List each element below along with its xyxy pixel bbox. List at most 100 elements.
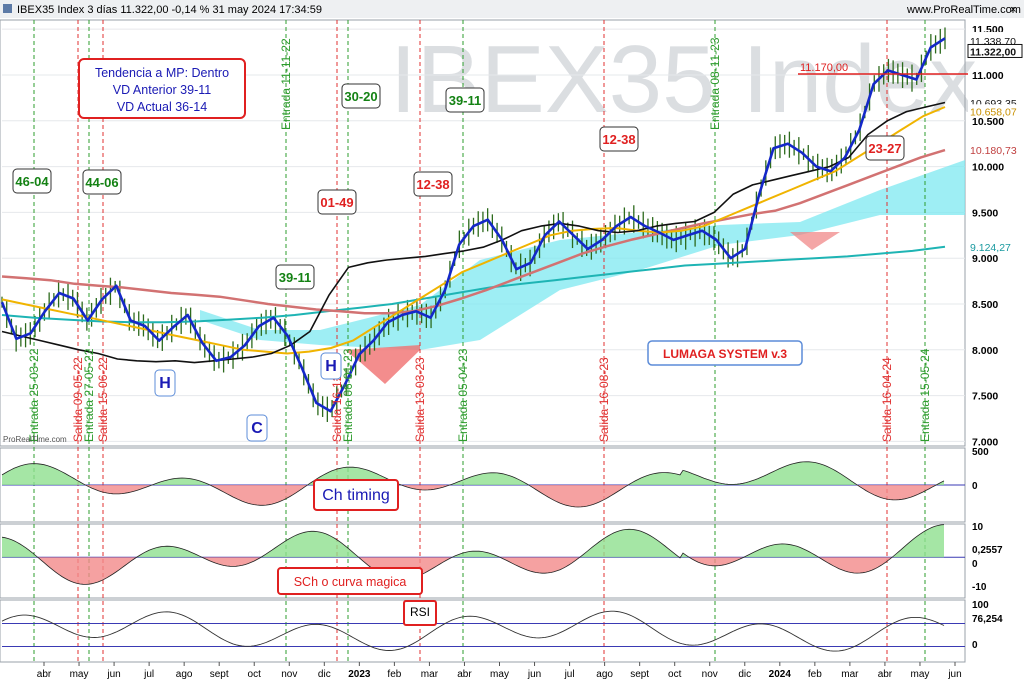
cloud-red-area	[790, 232, 840, 250]
oscillator-fill	[671, 473, 674, 485]
oscillator-fill	[41, 464, 44, 485]
oscillator-fill	[860, 557, 863, 574]
oscillator-fill	[881, 557, 884, 566]
oscillator-fill	[644, 475, 647, 485]
oscillator-fill	[533, 485, 536, 490]
oscillator-fill	[281, 485, 284, 502]
oscillator-fill	[683, 470, 686, 485]
signal-label: 12-38	[602, 132, 635, 147]
signal-label: H	[159, 375, 171, 392]
price-tick-label: 8.000	[972, 345, 998, 357]
oscillator-fill	[659, 541, 662, 558]
oscillator-fill	[23, 545, 26, 558]
oscillator-fill	[101, 485, 104, 493]
oscillator-fill	[812, 553, 815, 558]
oscillator-fill	[605, 485, 608, 500]
oscillator-fill	[758, 548, 761, 558]
oscillator-fill	[635, 529, 638, 558]
last-price-label: 10.180,73	[970, 145, 1017, 157]
oscillator-fill	[920, 532, 923, 558]
oscillator-fill	[275, 545, 278, 558]
oscillator-fill	[77, 480, 80, 485]
oscillator-fill	[140, 553, 143, 558]
oscillator-fill	[284, 485, 287, 500]
oscillator-fill	[32, 552, 35, 558]
oscillator-fill	[545, 557, 548, 574]
oscillator-fill	[884, 485, 887, 500]
oscillator-fill	[725, 557, 728, 565]
oscillator-fill	[674, 473, 677, 485]
oscillator-fill	[560, 557, 563, 570]
oscillator-fill	[137, 485, 140, 491]
oscillator-fill	[230, 557, 233, 567]
timing-label-box	[313, 479, 399, 511]
oscillator-fill	[11, 539, 14, 558]
header-menu-icon[interactable]	[3, 4, 12, 13]
oscillator-fill	[581, 485, 584, 507]
oscillator-fill	[854, 557, 857, 574]
oscillator-fill	[293, 535, 296, 558]
oscillator-fill	[881, 485, 884, 499]
oscillator-fill	[338, 540, 341, 558]
signal-label: 39-11	[449, 93, 482, 108]
oscillator-fill	[188, 478, 191, 485]
price-tick-label: 9.500	[972, 207, 998, 219]
oscillator-fill	[284, 540, 287, 558]
oscillator-fill	[116, 485, 119, 494]
oscillator-fill	[509, 475, 512, 485]
oscillator-fill	[686, 471, 689, 485]
oscillator-fill	[833, 557, 836, 568]
oscillator-fill	[632, 529, 635, 558]
panel-frame	[0, 19, 966, 447]
oscillator-fill	[557, 557, 560, 571]
oscillator-fill	[230, 485, 233, 497]
oscillator-fill	[551, 485, 554, 501]
oscillator-fill	[122, 557, 125, 568]
oscillator-fill	[590, 485, 593, 506]
oscillator-fill	[422, 485, 425, 490]
oscillator-tick-label: 10	[972, 522, 984, 533]
oscillator-fill	[431, 485, 434, 490]
oscillator-fill	[131, 485, 134, 493]
oscillator-fill	[755, 478, 758, 485]
oscillator-fill	[575, 485, 578, 507]
oscillator-fill	[665, 545, 668, 558]
oscillator-fill	[92, 557, 95, 584]
window-controls[interactable]: ×	[1010, 4, 1016, 16]
oscillator-fill	[242, 557, 245, 566]
cloud-red-area	[345, 345, 420, 384]
oscillator-fill	[53, 557, 56, 573]
info-box	[78, 58, 246, 119]
signal-date-label: Salida 16-04-24	[880, 357, 894, 442]
oscillator-fill	[248, 485, 251, 504]
oscillator-fill	[935, 525, 938, 558]
oscillator-fill	[95, 557, 98, 583]
oscillator-fill	[836, 557, 839, 569]
oscillator-fill	[554, 485, 557, 502]
oscillator-fill	[908, 541, 911, 558]
x-tick-label: jul	[143, 669, 154, 680]
x-tick-label: abr	[457, 669, 472, 680]
oscillator-fill	[794, 545, 797, 558]
oscillator-fill	[578, 485, 581, 507]
oscillator-fill	[485, 552, 488, 558]
oscillator-fill	[299, 532, 302, 558]
oscillator-fill	[149, 549, 152, 558]
oscillator-line	[1, 524, 945, 585]
oscillator-fill	[71, 557, 74, 583]
source-label[interactable]: www.ProRealTime.com	[906, 4, 1021, 16]
oscillator-fill	[629, 529, 632, 558]
oscillator-fill	[887, 485, 890, 500]
oscillator-fill	[893, 485, 896, 500]
oscillator-fill	[593, 544, 596, 558]
last-price-label: 11.322,00	[970, 46, 1016, 58]
oscillator-fill	[620, 485, 623, 491]
signal-label: 39-11	[279, 270, 312, 285]
oscillator-fill	[917, 534, 920, 558]
oscillator-fill	[566, 557, 569, 567]
oscillator-fill	[185, 478, 188, 485]
oscillator-fill	[764, 474, 767, 485]
oscillator-fill	[653, 537, 656, 558]
oscillator-fill	[179, 478, 182, 485]
oscillator-fill	[260, 485, 263, 506]
